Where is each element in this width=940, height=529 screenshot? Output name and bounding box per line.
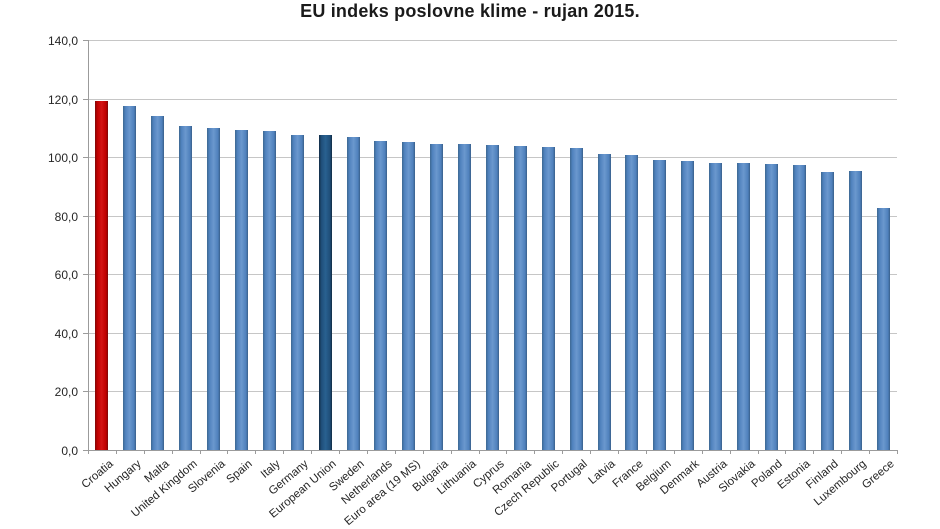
- bar-malta: [151, 116, 164, 450]
- bar-slovakia: [737, 163, 750, 450]
- y-axis-tick-label: 60,0: [54, 268, 78, 282]
- x-axis-tick: [534, 450, 535, 454]
- bar-netherlands: [374, 141, 387, 450]
- y-axis-tick-label: 80,0: [54, 210, 78, 224]
- x-axis-tick: [590, 450, 591, 454]
- bar-hungary: [123, 106, 136, 450]
- bar-euro-area-19-ms-: [402, 142, 415, 450]
- y-axis-tick: [83, 40, 88, 41]
- bar-france: [625, 155, 638, 450]
- bar-bulgaria: [430, 144, 443, 450]
- bar-luxembourg: [849, 171, 862, 450]
- bar-romania: [514, 146, 527, 450]
- x-axis-tick: [367, 450, 368, 454]
- bar-european-union: [319, 135, 332, 450]
- bar-czech-republic: [542, 147, 555, 450]
- gridline: [88, 450, 897, 451]
- bar-estonia: [793, 165, 806, 450]
- bar-austria: [709, 163, 722, 450]
- x-axis-tick: [869, 450, 870, 454]
- x-axis-tick: [311, 450, 312, 454]
- x-axis-tick: [200, 450, 201, 454]
- bar-slovenia: [207, 128, 220, 450]
- y-axis-tick-label: 140,0: [47, 34, 78, 48]
- y-axis-tick: [83, 450, 88, 451]
- bar-cyprus: [486, 145, 499, 450]
- bar-croatia: [95, 101, 108, 450]
- bar-sweden: [347, 137, 360, 450]
- y-axis-tick: [83, 391, 88, 392]
- bar-latvia: [598, 154, 611, 450]
- x-axis-tick: [562, 450, 563, 454]
- bar-lithuania: [458, 144, 471, 450]
- x-axis-tick: [423, 450, 424, 454]
- x-axis-tick: [227, 450, 228, 454]
- y-axis-tick: [83, 99, 88, 100]
- x-axis-tick: [674, 450, 675, 454]
- x-axis-tick: [813, 450, 814, 454]
- gridline: [88, 99, 897, 100]
- x-axis-label: Spain: [224, 458, 255, 487]
- bar-greece: [877, 208, 890, 450]
- x-axis-tick: [841, 450, 842, 454]
- x-axis-tick: [339, 450, 340, 454]
- y-axis-tick: [83, 274, 88, 275]
- x-axis-tick: [702, 450, 703, 454]
- bar-poland: [765, 164, 778, 450]
- x-axis-tick: [116, 450, 117, 454]
- y-axis-tick: [83, 157, 88, 158]
- x-axis-tick: [479, 450, 480, 454]
- x-axis-tick: [646, 450, 647, 454]
- x-axis-tick: [897, 450, 898, 454]
- bar-germany: [291, 135, 304, 450]
- y-axis-tick-label: 120,0: [47, 93, 78, 107]
- bar-belgium: [653, 160, 666, 450]
- x-axis-tick: [172, 450, 173, 454]
- x-axis-tick: [506, 450, 507, 454]
- x-axis-tick: [144, 450, 145, 454]
- x-axis-tick: [283, 450, 284, 454]
- x-axis-tick: [255, 450, 256, 454]
- x-axis-tick: [758, 450, 759, 454]
- bar-finland: [821, 172, 834, 450]
- y-axis-tick-label: 20,0: [54, 385, 78, 399]
- x-axis-tick: [618, 450, 619, 454]
- x-axis-tick: [395, 450, 396, 454]
- bar-denmark: [681, 161, 694, 450]
- x-axis-tick: [785, 450, 786, 454]
- x-axis-tick: [88, 450, 89, 454]
- bar-spain: [235, 130, 248, 450]
- y-axis-tick: [83, 216, 88, 217]
- bar-italy: [263, 131, 276, 450]
- bar-portugal: [570, 148, 583, 450]
- y-axis-tick-label: 0,0: [61, 444, 78, 458]
- y-axis-tick-label: 100,0: [47, 151, 78, 165]
- y-axis-line: [88, 40, 89, 450]
- gridline: [88, 40, 897, 41]
- y-axis-tick-label: 40,0: [54, 327, 78, 341]
- y-axis-tick: [83, 333, 88, 334]
- bar-united-kingdom: [179, 126, 192, 450]
- chart-title: EU indeks poslovne klime - rujan 2015.: [300, 1, 640, 21]
- x-axis-tick: [730, 450, 731, 454]
- x-axis-tick: [451, 450, 452, 454]
